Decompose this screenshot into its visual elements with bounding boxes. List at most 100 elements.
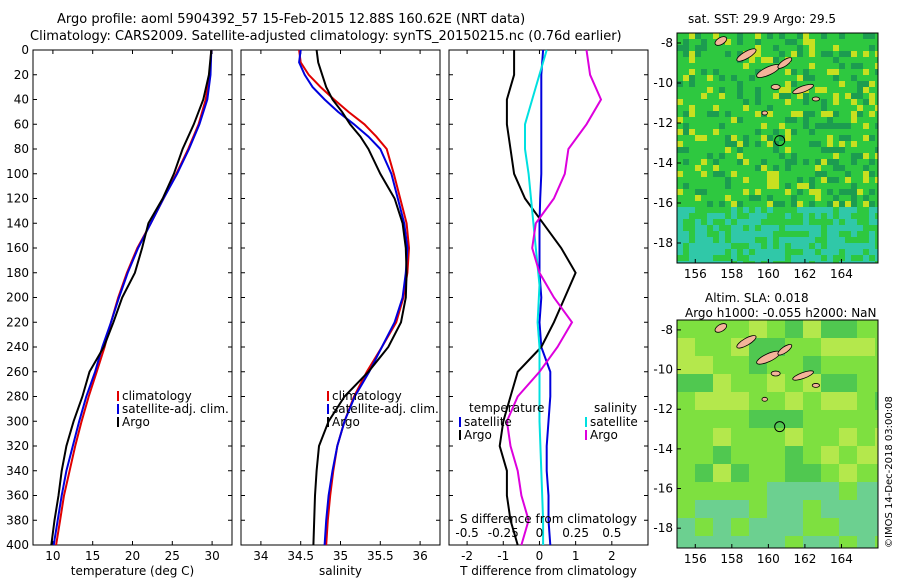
sst_map-pixel: [815, 261, 821, 263]
sst_map-pixel: [839, 201, 845, 207]
sst_map-pixel: [785, 189, 791, 195]
sst_map-pixel: [833, 75, 839, 81]
sst_map-pixel: [677, 117, 683, 123]
sst_map-pixel: [839, 123, 845, 129]
sst_map-pixel: [719, 261, 725, 263]
sst_map-pixel: [809, 111, 815, 117]
sst_map-pixel: [851, 99, 857, 105]
sla_map-pixel: [803, 320, 821, 338]
sst_map-pixel: [695, 237, 701, 243]
sst_map-pixel: [815, 123, 821, 129]
sst_map-pixel: [857, 189, 863, 195]
sst_map-pixel: [743, 219, 749, 225]
sst_map-xtick-label: 162: [793, 267, 816, 281]
salinity-plot: 34 34.5 35 35.5 36 salinity climatologysatelli…: [240, 49, 441, 578]
sla_map-pixel: [821, 500, 839, 518]
sla_map-pixel: [695, 464, 713, 482]
temperature-series-satellite-adj-clim-: [52, 49, 213, 546]
sst_map-island: [770, 84, 781, 90]
sst_map-pixel: [869, 189, 875, 195]
sst_map-pixel: [827, 237, 833, 243]
sst_map-pixel: [731, 171, 737, 177]
sla_map-pixel: [857, 338, 875, 356]
sst_map-pixel: [797, 93, 803, 99]
sst_map-pixel: [761, 249, 767, 255]
difference-xlabel: T difference from climatology: [459, 564, 637, 578]
sst_map-pixel: [713, 33, 719, 39]
sst_map-pixel: [851, 201, 857, 207]
sst_map-pixel: [851, 225, 857, 231]
sst_map-pixel: [857, 225, 863, 231]
sst_map-frame: [676, 32, 879, 264]
sst_map-pixel: [683, 129, 689, 135]
sst_map-pixel: [737, 81, 743, 87]
sst_map-pixel: [875, 219, 878, 225]
sla_map-pixel: [749, 536, 767, 548]
sst_map-island: [736, 48, 757, 62]
sst_map-pixel: [875, 249, 878, 255]
sla_map-pixel: [677, 356, 695, 374]
sst_map-pixel: [839, 51, 845, 57]
sst_map-pixel: [839, 261, 845, 263]
sst_map-pixel: [737, 93, 743, 99]
depth-tick-label: 360: [6, 489, 29, 503]
sla_map-ytick-label: -10: [653, 363, 673, 377]
sla_map-pixel: [749, 410, 767, 428]
salinity-xtick-label: 35.5: [367, 549, 394, 563]
sst_map-pixel: [803, 39, 809, 45]
sst_map-pixel: [779, 243, 785, 249]
sst_map-pixel: [755, 249, 761, 255]
temperature-xlabel: temperature (deg C): [71, 564, 194, 578]
sst_map-pixel: [677, 243, 683, 249]
sst_map-pixel: [719, 171, 725, 177]
sst_map-pixel: [779, 135, 785, 141]
sst_map-pixel: [689, 111, 695, 117]
sst_map-pixel: [791, 51, 797, 57]
sst_map-pixel: [743, 159, 749, 165]
sst_map-pixel: [821, 171, 827, 177]
sst_map-pixel: [869, 213, 875, 219]
sst_map-ytick-label: -12: [653, 116, 673, 130]
sst_map-pixel: [869, 33, 875, 39]
sst_map-pixel: [791, 111, 797, 117]
sst_map-pixel: [707, 153, 713, 159]
salinity-xtick-label: 35: [333, 549, 348, 563]
sst_map-pixel: [701, 189, 707, 195]
sst_map-pixel: [743, 207, 749, 213]
sst_map-pixel: [695, 261, 701, 263]
sst_map-pixel: [737, 147, 743, 153]
sla_map-pixel: [749, 338, 767, 356]
sst_map-pixel: [821, 177, 827, 183]
sst_map-pixel: [809, 189, 815, 195]
sst_map-pixel: [755, 189, 761, 195]
sst_map-pixel: [767, 57, 773, 63]
sla_map-pixel: [731, 464, 749, 482]
sla_map-pixel: [713, 446, 731, 464]
sst_map-pixel: [827, 51, 833, 57]
sla_map-pixel: [695, 392, 713, 410]
sst_map-pixel: [827, 69, 833, 75]
sst_map-pixel: [815, 243, 821, 249]
salinity-xlabel: salinity: [319, 564, 362, 578]
sst_map-pixel: [767, 195, 773, 201]
sst_map-pixel: [725, 51, 731, 57]
sst_map-pixel: [821, 111, 827, 117]
difference-s-tick-label: -0.5: [455, 526, 478, 540]
sst_map-pixel: [743, 177, 749, 183]
sst_map-pixel: [863, 123, 869, 129]
sla_map-argo-location: [774, 421, 786, 433]
sst_map-pixel: [839, 33, 845, 39]
sst_map-pixel: [695, 225, 701, 231]
sst_map-pixel: [833, 219, 839, 225]
sst_map-pixel: [875, 123, 878, 129]
sst_map-pixel: [803, 111, 809, 117]
depth-tick-label: 340: [6, 464, 29, 478]
difference-legend-label: satellite: [464, 415, 512, 429]
sla_map-xtick-label: 160: [757, 552, 780, 566]
sst_map-pixel: [731, 207, 737, 213]
sst_map-island: [714, 36, 728, 46]
sst_map-pixel: [851, 141, 857, 147]
sst_map-pixel: [827, 177, 833, 183]
sst_map-pixel: [689, 261, 695, 263]
